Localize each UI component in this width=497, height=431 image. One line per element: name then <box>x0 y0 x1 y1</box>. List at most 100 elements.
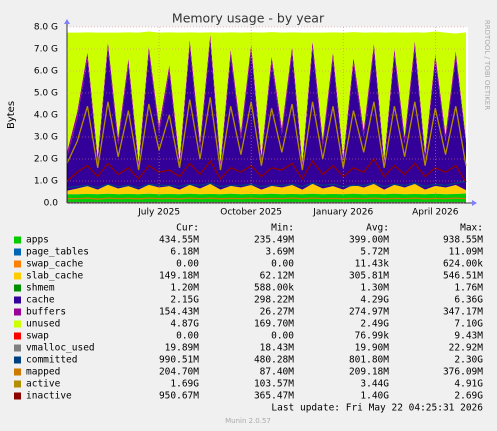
legend-stat: 19.89M <box>165 343 200 354</box>
legend-stat: 3.69M <box>265 247 294 258</box>
legend-stat: 0.00 <box>271 259 294 270</box>
legend-stat: 204.70M <box>159 367 199 378</box>
legend-stat: 347.17M <box>443 307 483 318</box>
legend-stat: 7.10G <box>454 319 483 330</box>
legend-swatch <box>14 356 21 364</box>
y-tick-label: 2.0 G <box>34 155 58 165</box>
legend-stat: 2.15G <box>170 295 199 306</box>
y-tick-label: 8.0 G <box>34 23 58 33</box>
legend-swatch <box>14 392 21 400</box>
legend-stat: 546.51M <box>443 271 483 282</box>
legend-stat: 0.00 <box>176 259 199 270</box>
legend-stat: 434.55M <box>159 235 199 246</box>
y-tick-label: 0.0 <box>44 199 59 209</box>
legend-swatch <box>14 272 21 280</box>
line <box>66 157 467 183</box>
legend-stat: 6.36G <box>454 295 483 306</box>
legend-swatch <box>14 284 21 292</box>
legend-stat: 2.30G <box>454 355 483 366</box>
legend-label: page_tables <box>26 247 89 258</box>
axis-arrow <box>64 19 70 24</box>
y-axis-label: Bytes <box>6 101 17 129</box>
legend-stat: 11.43k <box>355 259 390 270</box>
legend-label: shmem <box>26 283 55 294</box>
legend-swatch <box>14 260 21 268</box>
legend-stat: 22.92M <box>449 343 484 354</box>
legend-stat: 62.12M <box>260 271 295 282</box>
legend-swatch <box>14 296 21 304</box>
legend-label: unused <box>26 319 60 330</box>
legend-stat: 103.57M <box>254 379 294 390</box>
legend-stat: 169.70M <box>254 319 294 330</box>
legend-stat: 399.00M <box>349 235 389 246</box>
legend-swatch <box>14 308 21 316</box>
legend-label: vmalloc_used <box>26 343 95 354</box>
area <box>67 193 466 195</box>
legend-label: cache <box>26 295 55 306</box>
legend-stat: 305.81M <box>349 271 389 282</box>
legend-stat: 9.43M <box>454 331 483 342</box>
legend-stat: 154.43M <box>159 307 199 318</box>
x-tick-label: January 2026 <box>312 208 373 218</box>
legend-stat: 26.27M <box>260 307 295 318</box>
legend-stat: 990.51M <box>159 355 199 366</box>
legend-stat: 274.97M <box>349 307 389 318</box>
legend-stat: 1.69G <box>170 379 199 390</box>
legend-stat: 365.47M <box>254 391 294 402</box>
legend-stat: 938.55M <box>443 235 483 246</box>
legend-label: mapped <box>26 367 60 378</box>
legend-swatch <box>14 320 21 328</box>
chart-title: Memory usage - by year <box>172 11 325 26</box>
y-tick-label: 7.0 G <box>34 45 58 55</box>
legend-label: committed <box>26 355 77 366</box>
area <box>67 31 466 163</box>
legend-stat: 1.40G <box>360 391 389 402</box>
legend-label: slab_cache <box>26 271 83 282</box>
legend-stat: 6.18M <box>170 247 199 258</box>
x-tick-label: July 2025 <box>137 208 180 218</box>
version: Munin 2.0.57 <box>225 417 271 425</box>
y-tick-label: 1.0 G <box>34 177 58 187</box>
legend-stat: 87.40M <box>260 367 295 378</box>
legend-stat: 0.00 <box>176 331 199 342</box>
y-tick-label: 4.0 G <box>34 111 58 121</box>
legend-stat: 588.00k <box>254 283 294 294</box>
line <box>67 197 467 200</box>
legend-stat: 1.76M <box>454 283 483 294</box>
legend-label: apps <box>26 235 49 246</box>
y-tick-label: 6.0 G <box>34 67 58 77</box>
legend-stat: 76.99k <box>355 331 390 342</box>
legend-swatch <box>14 380 21 388</box>
watermark: RRDTOOL / TOBI OETIKER <box>483 20 491 110</box>
y-tick-label: 5.0 G <box>34 89 58 99</box>
line <box>66 180 467 189</box>
legend-stat: 2.69G <box>454 391 483 402</box>
legend-swatch <box>14 332 21 340</box>
legend-stat: 19.90M <box>355 343 390 354</box>
y-tick-label: 3.0 G <box>34 133 58 143</box>
last-update: Last update: Fri May 22 04:25:31 2026 <box>271 403 483 414</box>
legend-label: inactive <box>26 391 72 402</box>
legend-stat: 376.09M <box>443 367 483 378</box>
legend-stat: 480.28M <box>254 355 294 366</box>
legend-swatch <box>14 236 21 244</box>
area <box>67 183 466 195</box>
legend-stat: 4.91G <box>454 379 483 390</box>
legend-stat: 298.22M <box>254 295 294 306</box>
legend-stat: 624.00k <box>443 259 483 270</box>
legend-swatch <box>14 344 21 352</box>
legend-stat: 4.87G <box>170 319 199 330</box>
legend-stat: 149.18M <box>159 271 199 282</box>
legend-swatch <box>14 248 21 256</box>
x-tick-label: October 2025 <box>220 208 282 218</box>
legend-stat: 1.20M <box>170 283 199 294</box>
legend-stat: 801.80M <box>349 355 389 366</box>
area <box>67 40 466 191</box>
x-tick-label: April 2026 <box>412 208 459 218</box>
legend-label: swap_cache <box>26 259 83 270</box>
legend-swatch <box>14 368 21 376</box>
legend-label: buffers <box>26 307 66 318</box>
stats-header: Avg: <box>366 223 389 234</box>
legend-label: active <box>26 379 61 390</box>
